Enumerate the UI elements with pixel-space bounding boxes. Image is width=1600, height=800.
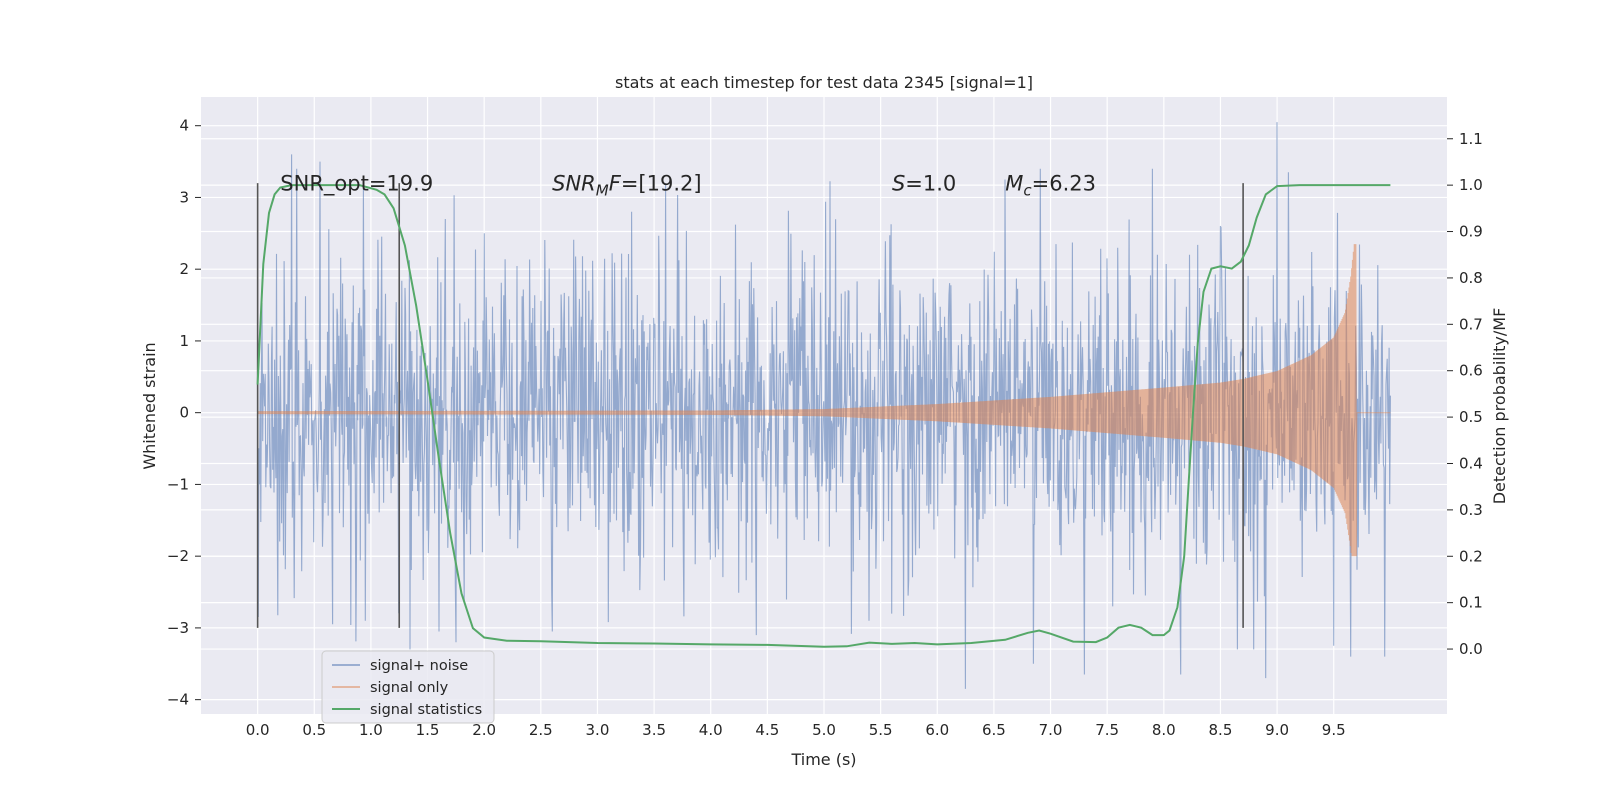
x-axis-title: Time (s) <box>790 750 856 769</box>
y-tick-label: 0 <box>179 404 189 422</box>
y-axis-title: Whitened strain <box>140 342 159 469</box>
y-tick-label: −1 <box>167 475 189 493</box>
y2-tick-label: 0.8 <box>1459 269 1483 287</box>
x-tick-label: 7.0 <box>1039 721 1063 739</box>
x-tick-label: 5.0 <box>812 721 836 739</box>
y2-tick-label: 0.0 <box>1459 640 1483 658</box>
x-tick-label: 1.0 <box>359 721 383 739</box>
y-tick-label: 4 <box>179 117 189 135</box>
legend-box <box>321 650 495 724</box>
x-tick-label: 7.5 <box>1095 721 1119 739</box>
y2-tick-label: 0.9 <box>1459 223 1483 241</box>
y2-axis-title: Detection probability/MF <box>1490 308 1509 505</box>
x-tick-label: 0.0 <box>246 721 270 739</box>
annotation-text: SNRMF=[19.2] <box>552 171 701 199</box>
x-tick-label: 1.5 <box>416 721 440 739</box>
y-tick-label: 3 <box>179 188 189 206</box>
y-tick-label: −3 <box>167 619 189 637</box>
legend[interactable]: signal+ noise signal only signal statistic… <box>321 650 495 724</box>
x-tick-label: 4.0 <box>699 721 723 739</box>
annotations: SNR_opt=19.9 SNRMF=[19.2] S=1.0 Mc=6.23 <box>280 171 1096 199</box>
x-tick-label: 6.0 <box>925 721 949 739</box>
x-axis-ticks: 0.0 0.5 1.0 1.5 2.0 2.5 3.0 3.5 4.0 4.5 5.0 5.5 6.0 6… <box>246 721 1346 739</box>
x-tick-label: 2.0 <box>472 721 496 739</box>
x-tick-label: 3.5 <box>642 721 666 739</box>
x-tick-label: 6.5 <box>982 721 1006 739</box>
signal-statistics-line <box>256 184 1391 648</box>
y-tick-label: −2 <box>167 547 189 565</box>
y2-tick-label: 0.5 <box>1459 408 1483 426</box>
legend-label: signal+ noise <box>370 658 468 674</box>
signal-only-series <box>257 244 1391 557</box>
annotation-text: SNR_opt=19.9 <box>280 171 433 196</box>
x-tick-label: 0.5 <box>302 721 326 739</box>
y2-tick-label: 1.0 <box>1459 176 1483 194</box>
y2-tick-label: 0.7 <box>1459 315 1483 333</box>
y2-tick-label: 1.1 <box>1459 130 1483 148</box>
y2-tick-label: 0.4 <box>1459 454 1483 472</box>
y2-tick-label: 0.3 <box>1459 501 1483 519</box>
signal-statistics-series <box>256 184 1391 648</box>
y-tick-label: 1 <box>179 332 189 350</box>
chart-title: stats at each timestep for test data 234… <box>615 73 1033 92</box>
x-tick-label: 8.0 <box>1152 721 1176 739</box>
signal-only-line <box>257 244 1391 557</box>
x-tick-label: 4.5 <box>755 721 779 739</box>
y2-tick-label: 0.2 <box>1459 547 1483 565</box>
x-tick-label: 9.5 <box>1322 721 1346 739</box>
x-tick-label: 8.5 <box>1209 721 1233 739</box>
x-tick-label: 3.0 <box>586 721 610 739</box>
legend-label: signal only <box>370 680 449 696</box>
y2-tick-label: 0.6 <box>1459 362 1483 380</box>
legend-label: signal statistics <box>370 702 482 718</box>
x-tick-label: 9.0 <box>1265 721 1289 739</box>
x-tick-label: 5.5 <box>869 721 893 739</box>
x-tick-label: 2.5 <box>529 721 553 739</box>
annotation-text: Mc=6.23 <box>1005 171 1096 199</box>
y-tick-label: 2 <box>179 260 189 278</box>
y2-tick-label: 0.1 <box>1459 594 1483 612</box>
y-axis-ticks: −4 −3 −2 −1 0 1 2 3 4 <box>167 117 201 709</box>
y2-axis-ticks: 0.0 0.1 0.2 0.3 0.4 0.5 0.6 0.7 0.8 0.9 1.0 1.1 <box>1447 130 1483 658</box>
y-tick-label: −4 <box>167 691 189 709</box>
annotation-text: S=1.0 <box>892 171 956 195</box>
